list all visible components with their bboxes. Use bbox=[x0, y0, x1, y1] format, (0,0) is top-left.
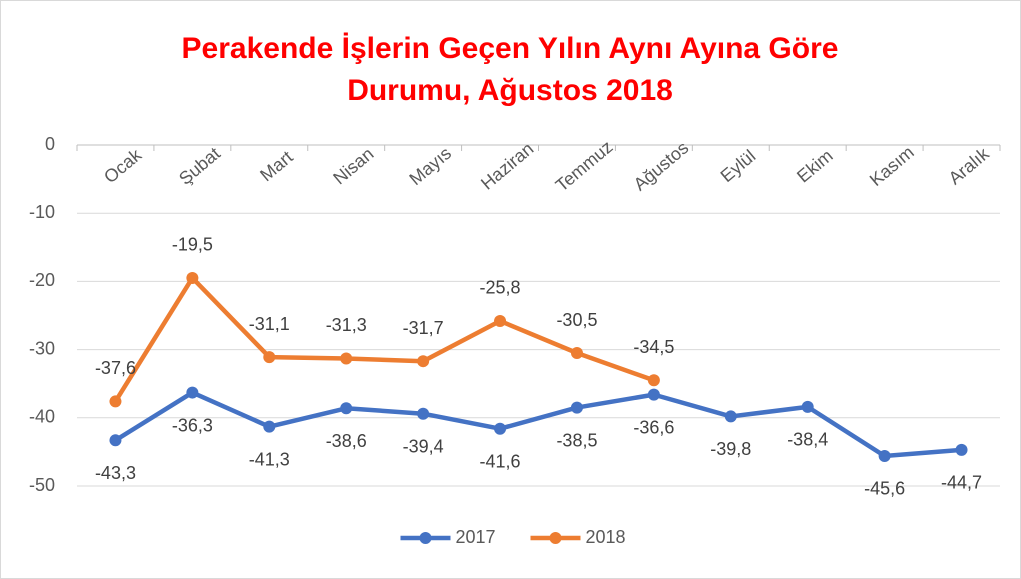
x-tick-label: Eylül bbox=[717, 146, 760, 186]
point bbox=[878, 449, 891, 462]
point bbox=[724, 410, 737, 423]
value-label: -25,8 bbox=[480, 278, 521, 298]
point bbox=[109, 395, 122, 408]
legend-marker bbox=[549, 532, 562, 544]
legend-label: 2018 bbox=[586, 527, 626, 547]
series-line bbox=[113, 275, 655, 403]
point bbox=[417, 355, 430, 368]
value-label: -31,7 bbox=[403, 318, 444, 338]
x-tick-label: Mayıs bbox=[406, 143, 456, 189]
point bbox=[570, 347, 583, 360]
value-label: -43,3 bbox=[95, 463, 136, 483]
legend-marker bbox=[419, 532, 432, 544]
y-tick-label: -20 bbox=[29, 270, 55, 290]
point bbox=[494, 314, 507, 327]
value-label: -41,3 bbox=[249, 449, 290, 469]
value-label: -36,3 bbox=[172, 415, 213, 435]
value-label: -31,3 bbox=[326, 315, 367, 335]
point bbox=[570, 401, 583, 414]
value-label: -38,6 bbox=[326, 431, 367, 451]
y-tick-label: -30 bbox=[29, 338, 55, 358]
value-label: -39,4 bbox=[403, 436, 444, 456]
point bbox=[801, 400, 814, 413]
value-label: -19,5 bbox=[172, 235, 213, 255]
value-label: -30,5 bbox=[556, 310, 597, 330]
value-label: -34,5 bbox=[633, 337, 674, 357]
value-label: -37,6 bbox=[95, 358, 136, 378]
point bbox=[955, 443, 968, 456]
chart-title: Perakende İşlerin Geçen Yılın Aynı Ayına… bbox=[181, 32, 839, 107]
x-tick-label: Haziran bbox=[477, 138, 537, 193]
x-tick-label: Şubat bbox=[175, 143, 224, 189]
point bbox=[647, 374, 660, 387]
value-label: -39,8 bbox=[710, 439, 751, 459]
x-tick-label: Nisan bbox=[329, 144, 377, 189]
value-label: -38,4 bbox=[787, 430, 828, 450]
point bbox=[186, 386, 199, 399]
point bbox=[186, 271, 199, 284]
point bbox=[494, 422, 507, 435]
value-label: -41,6 bbox=[480, 451, 521, 471]
y-tick-label: -40 bbox=[29, 407, 55, 427]
legend-label: 2017 bbox=[456, 527, 496, 547]
value-label: -44,7 bbox=[941, 473, 982, 493]
point bbox=[417, 407, 430, 420]
y-tick-label: -50 bbox=[29, 475, 55, 495]
value-label: -31,1 bbox=[249, 314, 290, 334]
y-tick-label: -10 bbox=[29, 202, 55, 222]
x-tick-label: Ekim bbox=[793, 146, 836, 187]
x-tick-label: Aralık bbox=[945, 143, 994, 189]
point bbox=[263, 420, 276, 433]
y-tick-label: 0 bbox=[45, 134, 55, 154]
x-tick-label: Mart bbox=[256, 147, 296, 185]
value-label: -38,5 bbox=[556, 430, 597, 450]
point bbox=[340, 402, 353, 415]
x-tick-label: Kasım bbox=[866, 142, 918, 190]
point bbox=[340, 352, 353, 365]
point bbox=[109, 434, 122, 447]
x-tick-label: Ağustos bbox=[630, 137, 693, 194]
value-label: -36,6 bbox=[633, 417, 674, 437]
x-tick-label: Ocak bbox=[100, 144, 146, 187]
point bbox=[263, 351, 276, 364]
value-label: -45,6 bbox=[864, 479, 905, 499]
series-line bbox=[114, 390, 962, 459]
point bbox=[647, 388, 660, 401]
